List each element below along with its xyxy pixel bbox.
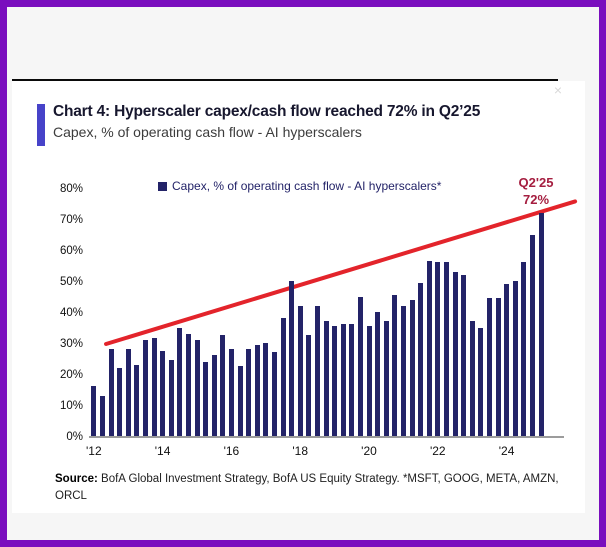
- bar: [332, 325, 338, 436]
- peak-annotation: Q2'25 72%: [501, 174, 571, 208]
- bar: [469, 321, 475, 436]
- trend-line: [104, 199, 578, 346]
- plot-area: 0% 10% 20% 30% 40% 50% 60% 70% 80% '12 '14 '16 '18 '2…: [60, 183, 578, 458]
- bar: [289, 281, 295, 436]
- bar: [504, 284, 510, 436]
- bar: [375, 312, 381, 436]
- y-axis-label: 20%: [59, 368, 83, 381]
- bar: [271, 352, 277, 436]
- source-text: BofA Global Investment Strategy, BofA US…: [55, 473, 559, 502]
- bar: [237, 366, 243, 436]
- chart-title: Chart 4: Hyperscaler capex/cash flow rea…: [53, 103, 481, 120]
- bar: [211, 355, 217, 436]
- bar: [521, 262, 527, 436]
- legend-swatch-icon: [158, 181, 167, 191]
- bar: [134, 364, 140, 436]
- x-axis-label: '24: [498, 444, 515, 458]
- x-axis-label: '14: [154, 444, 171, 458]
- chart-subtitle: Capex, % of operating cash flow - AI hyp…: [53, 124, 362, 140]
- bar: [383, 321, 389, 436]
- y-axis-label: 40%: [59, 306, 83, 319]
- x-axis-line: [89, 436, 564, 438]
- bar: [117, 367, 123, 436]
- bar: [400, 305, 406, 436]
- bar: [220, 335, 226, 436]
- bar: [392, 294, 398, 436]
- y-axis-label: 10%: [59, 399, 83, 412]
- bar: [323, 321, 329, 436]
- y-axis-label: 70%: [59, 213, 83, 226]
- bar: [254, 344, 260, 436]
- bar: [99, 395, 105, 436]
- bar: [418, 282, 424, 436]
- bar: [108, 349, 114, 436]
- bar: [203, 361, 209, 436]
- x-axis-label: '12: [85, 444, 102, 458]
- x-axis-label: '16: [223, 444, 240, 458]
- bar: [340, 324, 346, 436]
- y-axis-label: 50%: [59, 275, 83, 288]
- bar: [142, 339, 148, 436]
- x-axis-label: '22: [429, 444, 446, 458]
- top-divider: [12, 79, 558, 81]
- bar: [246, 349, 252, 436]
- y-axis-label: 60%: [59, 244, 83, 257]
- bar: [125, 349, 131, 436]
- bar: [228, 349, 234, 436]
- panel-background: × Chart 4: Hyperscaler capex/cash flow r…: [7, 7, 599, 540]
- bar: [538, 212, 544, 436]
- bar: [151, 338, 157, 436]
- bar: [529, 234, 535, 436]
- bar: [263, 343, 269, 436]
- bar: [177, 327, 183, 436]
- bar: [452, 271, 458, 436]
- bar: [495, 298, 501, 436]
- bar: [297, 305, 303, 436]
- bar: [194, 339, 200, 436]
- bar: [306, 335, 312, 436]
- y-axis-label: 0%: [66, 430, 83, 443]
- annotation-quarter: Q2'25: [518, 175, 554, 190]
- bar: [486, 298, 492, 436]
- x-axis-label: '18: [292, 444, 308, 458]
- bar: [91, 386, 97, 436]
- bar: [512, 281, 518, 436]
- chart-card: × Chart 4: Hyperscaler capex/cash flow r…: [12, 81, 585, 513]
- y-axis-label: 80%: [59, 182, 83, 195]
- bar: [478, 327, 484, 436]
- close-icon[interactable]: ×: [553, 82, 563, 98]
- source-label: Source:: [55, 473, 98, 485]
- bar: [185, 333, 191, 436]
- bar: [168, 360, 174, 436]
- trend-line-layer: [104, 199, 578, 346]
- bar: [409, 299, 415, 436]
- bar: [435, 262, 441, 436]
- legend: Capex, % of operating cash flow - AI hyp…: [158, 179, 441, 193]
- bar: [461, 274, 467, 436]
- legend-label: Capex, % of operating cash flow - AI hyp…: [172, 179, 442, 193]
- source-note: Source: BofA Global Investment Strategy,…: [55, 471, 571, 505]
- bar: [280, 318, 286, 436]
- bar: [314, 305, 320, 436]
- accent-bar: [37, 104, 45, 146]
- annotation-value: 72%: [522, 192, 550, 207]
- y-axis-label: 30%: [59, 337, 83, 350]
- x-axis-label: '20: [361, 444, 377, 458]
- bar: [443, 262, 449, 436]
- bar: [349, 324, 355, 436]
- bar: [426, 260, 432, 436]
- bar: [160, 350, 166, 436]
- bar: [357, 296, 363, 436]
- bar: [366, 325, 372, 436]
